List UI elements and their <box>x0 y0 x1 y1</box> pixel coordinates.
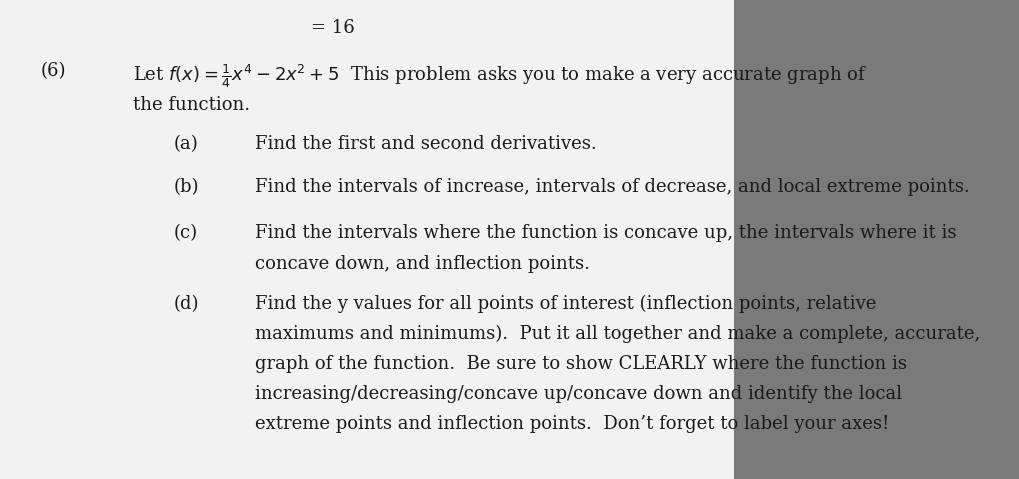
Bar <box>734 0 1019 479</box>
Text: concave down, and inflection points.: concave down, and inflection points. <box>255 255 589 273</box>
Text: (6): (6) <box>41 62 66 80</box>
Text: extreme points and inflection points.  Don’t forget to label your axes!: extreme points and inflection points. Do… <box>255 415 889 433</box>
Text: increasing/decreasing/concave up/concave down and identify the local: increasing/decreasing/concave up/concave… <box>255 385 901 403</box>
Text: Let $f(x) = \frac{1}{4}x^4 - 2x^2 + 5$  This problem asks you to make a very acc: Let $f(x) = \frac{1}{4}x^4 - 2x^2 + 5$ T… <box>132 62 866 90</box>
Text: Find the intervals of increase, intervals of decrease, and local extreme points.: Find the intervals of increase, interval… <box>255 178 969 196</box>
Text: (c): (c) <box>173 224 198 242</box>
Text: Find the first and second derivatives.: Find the first and second derivatives. <box>255 135 596 153</box>
Bar <box>0 0 734 479</box>
Text: (a): (a) <box>173 135 198 153</box>
Text: graph of the function.  Be sure to show CLEARLY where the function is: graph of the function. Be sure to show C… <box>255 355 906 373</box>
Text: Find the intervals where the function is concave up, the intervals where it is: Find the intervals where the function is… <box>255 224 956 242</box>
Text: = 16: = 16 <box>311 19 355 37</box>
Text: Find the y values for all points of interest (inflection points, relative: Find the y values for all points of inte… <box>255 295 875 313</box>
Text: maximums and minimums).  Put it all together and make a complete, accurate,: maximums and minimums). Put it all toget… <box>255 325 979 343</box>
Text: (b): (b) <box>173 178 199 196</box>
Text: the function.: the function. <box>132 96 250 114</box>
Text: (d): (d) <box>173 295 199 313</box>
